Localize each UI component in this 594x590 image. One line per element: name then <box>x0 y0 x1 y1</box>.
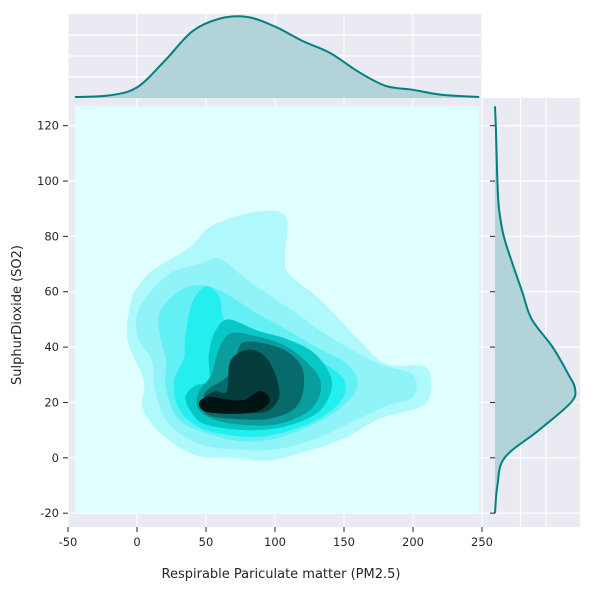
top-marginal-panel <box>67 14 483 103</box>
x-tick-label: 0 <box>133 535 140 549</box>
y-tick-label: 100 <box>37 174 59 188</box>
y-tick-label: 0 <box>52 451 59 465</box>
kde-contour-level-9 <box>198 391 270 414</box>
y-density-fill <box>495 106 576 514</box>
x-axis-label: Respirable Pariculate matter (PM2.5) <box>162 567 401 582</box>
y-axis-label: SulphurDioxide (SO2) <box>10 245 25 385</box>
x-tick-label: 50 <box>199 535 214 549</box>
x-axis: -50 0 50 100 150 200 250 <box>59 527 493 549</box>
y-tick-label: 120 <box>37 119 59 133</box>
y-tick-label: 40 <box>44 340 59 354</box>
y-density-line <box>494 106 577 514</box>
main-kde-panel <box>67 98 483 527</box>
x-density-line <box>74 15 480 98</box>
y-tick-label: 80 <box>44 229 59 243</box>
y-axis: -20 0 20 40 60 80 100 120 <box>37 119 68 520</box>
x-tick-label: -50 <box>59 535 78 549</box>
right-marginal-panel <box>482 98 580 527</box>
y-tick-label: 60 <box>44 285 59 299</box>
x-tick-label: 250 <box>471 535 493 549</box>
y-tick-label: -20 <box>40 506 59 520</box>
x-tick-label: 150 <box>333 535 355 549</box>
x-density-fill <box>74 16 480 98</box>
x-tick-label: 100 <box>264 535 286 549</box>
x-tick-label: 200 <box>402 535 424 549</box>
y-tick-label: 20 <box>44 395 59 409</box>
